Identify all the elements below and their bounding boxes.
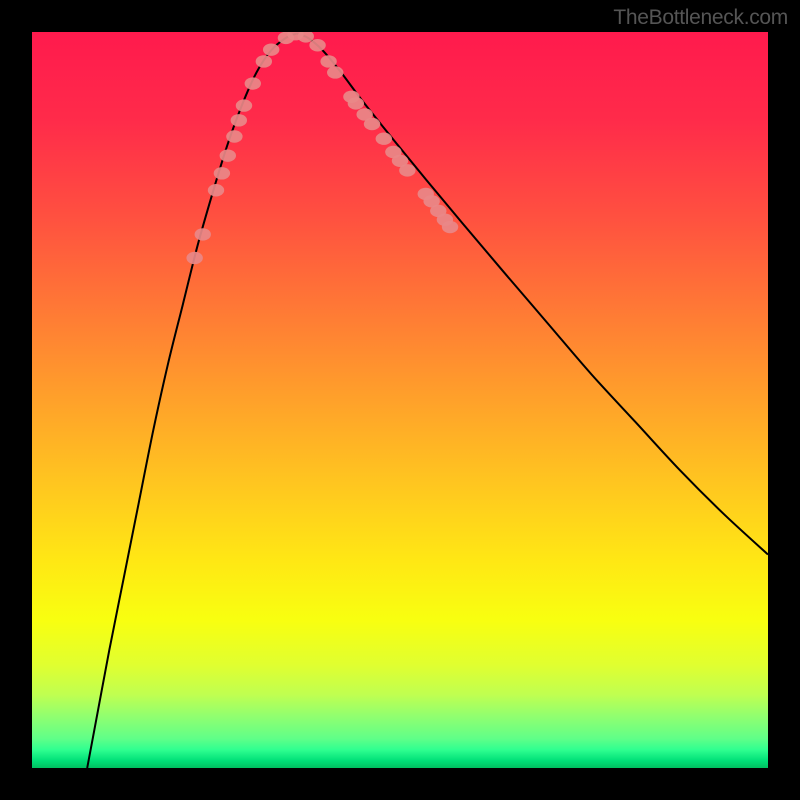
marker-dot — [442, 221, 458, 233]
marker-dot — [195, 228, 211, 240]
marker-dot — [231, 114, 247, 126]
marker-dot — [399, 164, 415, 176]
watermark-text: TheBottleneck.com — [613, 6, 788, 30]
marker-dot — [220, 149, 236, 161]
marker-dot — [348, 97, 364, 109]
marker-dot — [376, 133, 392, 145]
marker-dot — [320, 55, 336, 67]
marker-dot — [263, 43, 279, 55]
marker-dot — [226, 130, 242, 142]
marker-dot — [256, 55, 272, 67]
marker-dot — [364, 118, 380, 130]
marker-dot — [214, 167, 230, 179]
marker-dot — [327, 66, 343, 78]
marker-dot — [208, 184, 224, 196]
plot-area — [32, 32, 768, 768]
chart-svg — [32, 32, 768, 768]
marker-dot — [186, 252, 202, 264]
marker-dot — [309, 39, 325, 51]
marker-dot — [236, 99, 252, 111]
curve-left — [87, 33, 297, 768]
marker-dot — [245, 77, 261, 89]
